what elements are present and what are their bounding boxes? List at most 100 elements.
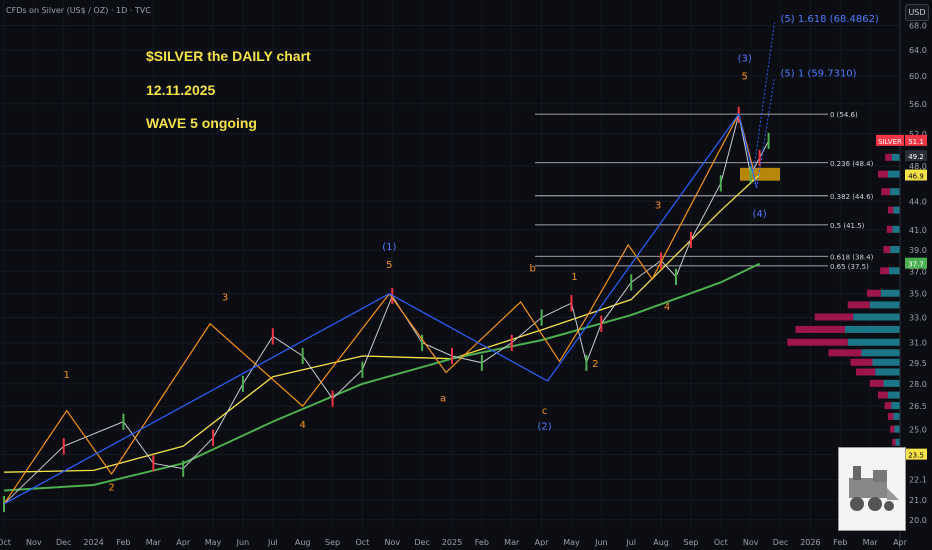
price-candle (152, 455, 155, 472)
volume-bar-red (887, 206, 894, 214)
y-tick-label: 37.0 (909, 267, 927, 276)
volume-bar-teal (887, 170, 900, 178)
wave-label: 1 (571, 272, 577, 283)
volume-bar-teal (875, 368, 900, 376)
volume-bar-red (878, 391, 888, 399)
x-tick-label: Oct (355, 538, 369, 547)
x-tick-label: Jun (594, 538, 608, 547)
volume-bar-teal (889, 267, 900, 275)
volume-bar-teal (895, 438, 900, 446)
y-tick-label: 41.0 (909, 226, 927, 235)
price-candle (570, 295, 573, 312)
price-tag (905, 169, 927, 181)
y-tick-label: 25.0 (909, 426, 927, 435)
price-candle (271, 328, 274, 345)
x-tick-label: Apr (535, 538, 550, 547)
price-candle (540, 309, 543, 326)
volume-bar-red (878, 170, 888, 178)
x-tick-label: Feb (116, 538, 130, 547)
x-tick-label: May (205, 538, 222, 547)
volume-bar-teal (891, 153, 900, 161)
target-zone-box (740, 167, 780, 181)
note-wave: WAVE 5 ongoing (146, 115, 257, 131)
x-tick-label: Nov (26, 538, 42, 547)
y-tick-label: 21.0 (909, 496, 927, 505)
fib-label: 0 (54.6) (830, 111, 858, 119)
x-tick-label: Apr (893, 538, 908, 547)
y-tick-label: 20.0 (909, 516, 927, 525)
volume-bar-red (885, 153, 892, 161)
price-tag (905, 448, 927, 460)
price-tag (905, 150, 927, 162)
price-candle (630, 274, 633, 291)
x-tick-label: Dec (414, 538, 429, 547)
price-candle (749, 166, 752, 183)
y-tick-label: 22.1 (909, 475, 927, 484)
wave-label: 1 (64, 370, 70, 381)
wave-label: 2 (592, 359, 598, 370)
wave-label: (5) 1.618 (68.4862) (781, 14, 879, 25)
price-tag (905, 134, 927, 146)
x-tick-label: Mar (504, 538, 520, 547)
price-candle (421, 334, 424, 351)
volume-bar-red (869, 379, 884, 387)
x-tick-label: Sep (325, 538, 340, 547)
x-axis[interactable]: Oct Nov Dec 2024 Feb Mar Apr May Jun Jul Aug Sep Oct… (0, 538, 908, 547)
wave-label: c (542, 406, 548, 417)
price-candle (301, 347, 304, 365)
price-candle (585, 354, 588, 371)
wave-projection-blue (756, 77, 776, 188)
y-tick-label: 64.0 (909, 46, 927, 55)
x-tick-label: Nov (743, 538, 759, 547)
price-tag-value: 37.7 (908, 261, 924, 269)
wave-label: a (440, 394, 446, 405)
x-tick-label: Mar (146, 538, 162, 547)
volume-bar-red (892, 438, 896, 446)
symbol-legend[interactable]: CFDs on Silver (US$ / OZ) · 1D · TVC (6, 6, 151, 15)
volume-bar-teal (872, 358, 900, 366)
x-tick-label: Apr (176, 538, 191, 547)
price-candle (241, 375, 244, 393)
price-candle (719, 175, 722, 192)
price-candle (689, 231, 692, 248)
volume-bar-teal (890, 246, 900, 254)
volume-bar-teal (847, 338, 900, 346)
price-tag-value: 23.5 (908, 452, 924, 460)
volume-bar-teal (845, 325, 900, 333)
chart-grid (0, 0, 901, 530)
volume-bar-teal (894, 425, 900, 433)
currency-button[interactable]: USD (905, 4, 929, 21)
volume-bar-red (850, 358, 873, 366)
wave-label: 5 (386, 260, 392, 271)
x-tick-label: Jul (267, 538, 278, 547)
y-tick-label: 60.0 (909, 72, 927, 81)
wave-label: (5) 1 (59.7310) (781, 69, 857, 80)
wave-label: 4 (299, 420, 305, 431)
x-tick-label: Sep (683, 538, 698, 547)
wave-label: 4 (664, 302, 670, 313)
wave-label: (2) (538, 422, 552, 433)
wave-lines (3, 22, 776, 505)
wave-line-blue (3, 112, 758, 505)
wave-label: (4) (753, 209, 767, 220)
x-tick-label: Feb (833, 538, 847, 547)
volume-bar-teal (890, 188, 900, 196)
x-tick-label: Nov (384, 538, 400, 547)
price-candle (767, 132, 770, 150)
x-tick-label: 2025 (442, 538, 462, 547)
price-tag-symbol (876, 134, 904, 146)
fib-label: 0.236 (48.4) (830, 160, 874, 168)
x-tick-label: Mar (863, 538, 879, 547)
volume-bar-red (867, 289, 881, 297)
volume-bar-red (847, 301, 870, 309)
volume-bar-teal (892, 225, 900, 233)
price-candle (331, 390, 334, 407)
price-candle (510, 334, 513, 351)
price-tag-value: 49.2 (908, 153, 924, 161)
volume-bar-red (880, 267, 889, 275)
price-candle (62, 438, 65, 455)
price-candle (3, 495, 5, 513)
fib-label: 0.618 (38.4) (830, 253, 874, 261)
price-series (3, 106, 770, 513)
